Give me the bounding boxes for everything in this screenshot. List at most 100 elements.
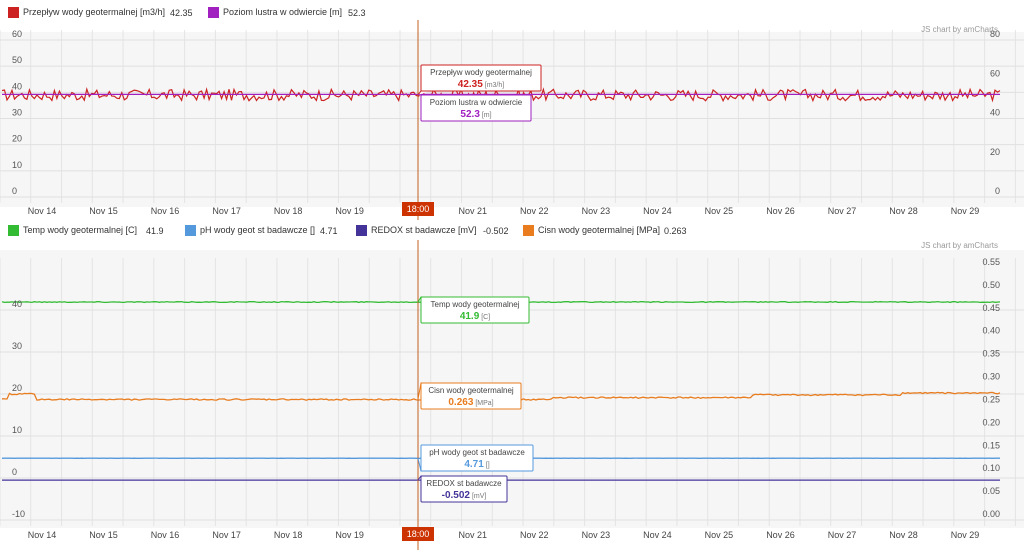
balloon-redox-st-badawcze: REDOX st badawcze -0.502 [mV] [417,475,508,503]
top-x-tick-label: Nov 24 [643,206,672,216]
bottom-x-tick-label: Nov 29 [951,530,980,540]
bottom-x-tick-label: Nov 25 [705,530,734,540]
balloon-box [420,94,532,122]
legend-swatch-temp [8,224,19,236]
legend-item-level[interactable]: Poziom lustra w odwiercie [m] [208,6,342,18]
bottom-x-tick-label: Nov 21 [459,530,488,540]
balloon-box [420,475,508,503]
bottom-x-tick-label: Nov 22 [520,530,549,540]
top-x-tick-label: Nov 29 [951,206,980,216]
top-right-tick-label: 0 [995,186,1000,196]
top-x-tick-label: Nov 16 [151,206,180,216]
balloon-box [420,444,534,472]
top-cursor-badge [402,202,434,216]
legend-item-temp[interactable]: Temp wody geotermalnej [C] [8,224,137,236]
top-left-tick-label: 50 [12,55,22,65]
bottom-cursor-time: 18:00 [407,529,430,539]
bottom-right-tick-label: 0.35 [982,349,1000,359]
bottom-right-tick-label: 0.50 [982,280,1000,290]
balloon-value: -0.502 [mV] [442,490,487,501]
balloon-value: 41.9 [C] [460,311,490,322]
legend-value-pressure: 0.263 [664,226,687,236]
bottom-left-tick-label: 10 [12,425,22,435]
bottom-chart[interactable]: -10 0 10 20 30 40 0.00 0.05 0.10 0.15 0.20 0.25 0.30… [0,240,1024,550]
bottom-x-tick-label: Nov 15 [89,530,118,540]
bottom-right-tick-label: 0.45 [982,303,1000,313]
legend-value-redox: -0.502 [483,226,509,236]
legend-swatch-flow [8,6,19,18]
legend-label-redox: REDOX st badawcze [mV] [371,225,477,235]
bottom-right-tick-label: 0.25 [982,394,1000,404]
top-x-tick-label: Nov 19 [335,206,364,216]
balloon-temp-wody-geotermalnej: Temp wody geotermalnej 41.9 [C] [417,296,530,324]
balloon-value: 4.71 [] [464,459,489,470]
bottom-x-tick-label: Nov 28 [889,530,918,540]
bottom-right-tick-label: 0.00 [982,509,1000,519]
legend-label-level: Poziom lustra w odwiercie [m] [223,7,343,17]
top-right-tick-label: 60 [990,68,1000,78]
top-left-tick-label: 60 [12,29,22,39]
legend-swatch-level [208,6,219,18]
top-x-tick-label: Nov 23 [582,206,611,216]
bottom-legend: Temp wody geotermalnej [C] 41.9 pH wody … [0,220,1024,240]
top-x-tick-label: Nov 27 [828,206,857,216]
bottom-x-tick-label: Nov 26 [766,530,795,540]
legend-value-flow: 42.35 [170,8,193,18]
top-x-tick-label: Nov 14 [28,206,57,216]
top-x-tick-label: Nov 15 [89,206,118,216]
balloon-title: Temp wody geotermalnej [431,300,520,309]
balloon-ph-wody-geot-st-badawcze: pH wody geot st badawcze 4.71 [] [417,444,534,472]
top-x-tick-label: Nov 18 [274,206,303,216]
top-chart[interactable]: 0 10 20 30 40 50 60 0 20 40 60 80 Nov 14 Nov 15 Nov 16… [0,20,1024,220]
bottom-credit: JS chart by amCharts [921,241,998,250]
bottom-right-tick-label: 0.20 [982,417,1000,427]
balloon-value: 42.35 [m3/h] [458,79,504,90]
balloon-title: Przepływ wody geotermalnej [430,68,532,77]
balloon-przep-yw-wody-geotermalnej: Przepływ wody geotermalnej 42.35 [m3/h] [417,64,542,96]
top-right-tick-label: 20 [990,147,1000,157]
bottom-x-tick-label: Nov 27 [828,530,857,540]
legend-item-ph[interactable]: pH wody geot st badawcze [] [185,224,315,236]
legend-item-flow[interactable]: Przepływ wody geotermalnej [m3/h] [8,6,165,18]
bottom-x-tick-label: Nov 19 [335,530,364,540]
top-x-tick-label: Nov 26 [766,206,795,216]
bottom-left-tick-label: 0 [12,467,17,477]
top-x-tick-label: Nov 21 [459,206,488,216]
top-left-tick-label: 10 [12,160,22,170]
balloon-title: Poziom lustra w odwiercie [430,98,523,107]
legend-label-temp: Temp wody geotermalnej [C] [23,225,138,235]
legend-value-ph: 4.71 [320,226,338,236]
legend-item-redox[interactable]: REDOX st badawcze [mV] [356,224,477,236]
bottom-x-tick-label: Nov 18 [274,530,303,540]
bottom-right-tick-label: 0.30 [982,372,1000,382]
bottom-cursor-badge [402,527,434,541]
top-left-tick-label: 20 [12,134,22,144]
bottom-x-tick-label: Nov 24 [643,530,672,540]
balloon-box [420,382,522,410]
legend-value-level: 52.3 [348,8,366,18]
legend-label-pressure: Cisn wody geotermalnej [MPa] [538,225,661,235]
bottom-x-tick-label: Nov 16 [151,530,180,540]
top-left-tick-label: 0 [12,186,17,196]
legend-item-pressure[interactable]: Cisn wody geotermalnej [MPa] [523,224,660,236]
legend-swatch-pressure [523,224,534,236]
bottom-x-tick-label: Nov 23 [582,530,611,540]
top-left-tick-label: 30 [12,108,22,118]
bottom-left-tick-label: 40 [12,299,22,309]
top-x-tick-label: Nov 17 [212,206,241,216]
top-left-tick-label: 40 [12,81,22,91]
balloon-title: Cisn wody geotermalnej [428,386,514,395]
bottom-right-tick-label: 0.15 [982,440,1000,450]
bottom-left-tick-label: -10 [12,509,25,519]
balloon-box [420,296,530,324]
top-credit: JS chart by amCharts [921,25,998,34]
balloon-title: REDOX st badawcze [426,479,502,488]
legend-swatch-redox [356,224,367,236]
bottom-right-tick-label: 0.55 [982,257,1000,267]
top-x-tick-label: Nov 22 [520,206,549,216]
legend-label-ph: pH wody geot st badawcze [] [200,225,316,235]
balloon-value: 52.3 [m] [460,109,491,120]
top-legend: Przepływ wody geotermalnej [m3/h] 42.35 … [0,2,1024,22]
bottom-left-tick-label: 30 [12,341,22,351]
top-x-tick-label: Nov 28 [889,206,918,216]
